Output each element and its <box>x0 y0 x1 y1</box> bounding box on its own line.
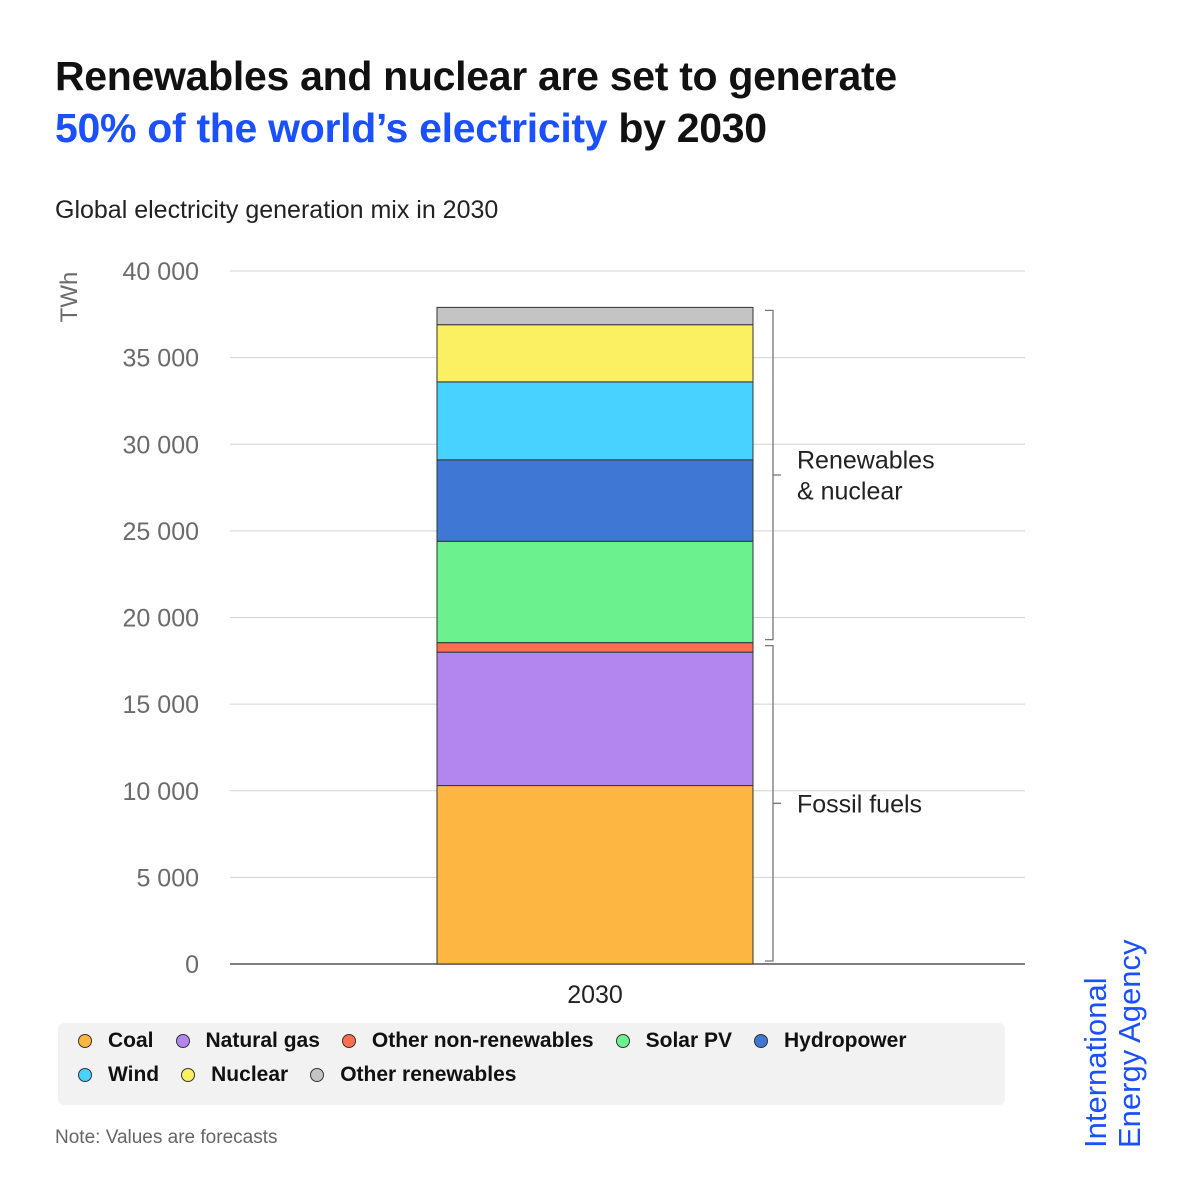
legend-swatch <box>175 1034 190 1048</box>
bar-segment-solar-pv <box>436 540 754 644</box>
y-tick-label: 25 000 <box>123 518 199 546</box>
bar-segment-other-non-renewables <box>436 642 754 653</box>
bar-segment-hydropower <box>436 459 754 542</box>
legend-item: Coal <box>78 1029 154 1053</box>
legend-swatch <box>341 1034 356 1048</box>
legend-label: Wind <box>108 1063 160 1086</box>
title-line-1: Renewables and nuclear are set to genera… <box>55 53 897 99</box>
title-accent: 50% of the world’s electricity <box>55 105 608 151</box>
legend-label: Other non-renewables <box>371 1029 594 1052</box>
legend-item: Solar PV <box>615 1029 732 1053</box>
legend-swatch <box>753 1034 768 1048</box>
bracket-label: & nuclear <box>797 478 903 506</box>
y-axis-label: TWh <box>56 272 83 323</box>
legend-item: Nuclear <box>181 1063 288 1087</box>
legend-label: Natural gas <box>205 1029 320 1052</box>
logo-line-2: Energy Agency <box>1112 939 1147 1148</box>
legend-item: Wind <box>78 1063 159 1087</box>
y-tick-label: 40 000 <box>123 258 199 286</box>
legend-swatch <box>181 1068 196 1082</box>
legend-label: Solar PV <box>645 1029 732 1052</box>
bracket-label: Renewables <box>797 447 935 475</box>
footnote: Note: Values are forecasts <box>55 1127 278 1148</box>
y-tick-label: 5 000 <box>136 864 199 892</box>
legend-row-2: Wind Nuclear Other renewables <box>78 1063 538 1087</box>
legend-item: Hydropower <box>753 1029 907 1053</box>
legend-row-1: Coal Natural gas Other non-renewables Solar… <box>78 1029 929 1053</box>
legend-item: Other renewables <box>310 1063 516 1087</box>
legend-label: Coal <box>108 1029 154 1052</box>
y-tick-label: 10 000 <box>123 778 199 806</box>
legend: Coal Natural gas Other non-renewables Solar… <box>58 1023 1005 1105</box>
legend-item: Natural gas <box>175 1029 320 1053</box>
chart-subtitle: Global electricity generation mix in 203… <box>55 196 499 224</box>
y-tick-label: 30 000 <box>123 431 199 459</box>
legend-label: Hydropower <box>783 1029 907 1052</box>
iea-logo: International Energy Agency <box>1078 939 1147 1148</box>
bracket-fossil-fuels <box>765 644 774 962</box>
x-tick-label: 2030 <box>567 981 623 1009</box>
title-rest: by 2030 <box>607 105 767 151</box>
bar-segment-nuclear <box>436 324 754 383</box>
title-line-2: 50% of the world’s electricity by 2030 <box>55 102 897 154</box>
bar-segment-coal <box>436 785 754 965</box>
legend-swatch <box>78 1068 92 1082</box>
legend-label: Other renewables <box>340 1063 517 1086</box>
y-tick-label: 0 <box>185 951 199 979</box>
legend-label: Nuclear <box>211 1063 289 1086</box>
legend-swatch <box>310 1068 325 1082</box>
y-tick-label: 35 000 <box>123 345 199 373</box>
y-tick-label: 15 000 <box>123 691 199 719</box>
chart-title: Renewables and nuclear are set to genera… <box>55 50 897 154</box>
logo-line-1: International <box>1078 977 1113 1148</box>
legend-swatch <box>615 1034 630 1048</box>
legend-item: Other non-renewables <box>341 1029 594 1053</box>
bar-segment-other-renewables <box>436 306 754 326</box>
legend-swatch <box>78 1034 92 1048</box>
stacked-bar-chart: 0 5 000 10 000 15 000 20 000 25 000 30 000 35 0… <box>56 258 1025 1009</box>
bar-segment-natural-gas <box>436 651 754 787</box>
y-tick-label: 20 000 <box>123 605 199 633</box>
bracket-renewables-nuclear <box>765 309 774 641</box>
bracket-label: Fossil fuels <box>797 790 922 818</box>
bar-segment-wind <box>436 381 754 461</box>
